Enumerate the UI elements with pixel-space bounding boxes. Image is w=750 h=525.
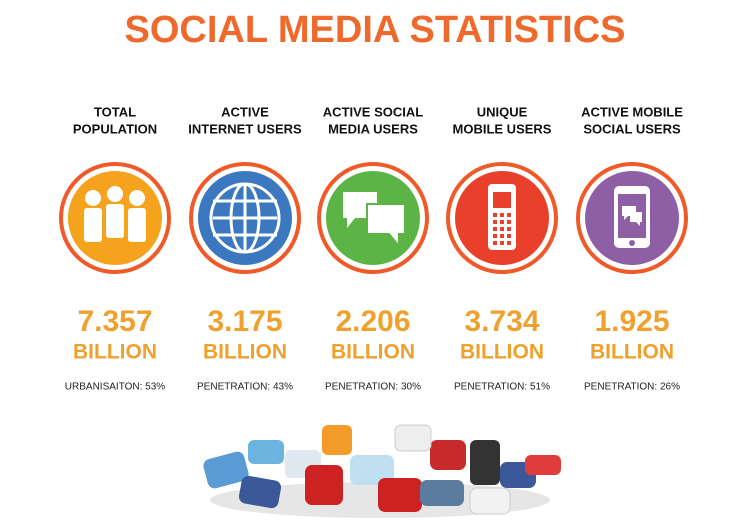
social-icon-pile [203,424,561,518]
icon-part [500,227,504,231]
icon-part [507,213,511,217]
stat-label: UNIQUE [477,104,528,119]
icon-part [500,234,504,238]
icon-part [343,192,377,228]
icon-part [507,234,511,238]
stat-icon [614,186,650,248]
stat-label: ACTIVE MOBILE [581,104,683,119]
icon-part [493,227,497,231]
stat-label: INTERNET USERS [188,121,302,136]
stat-value: 7.357 [77,305,152,338]
stat-unit: BILLION [331,341,415,364]
stat-value: 1.925 [594,305,669,338]
stat-note: PENETRATION: 30% [325,382,421,393]
stat-value: 2.206 [335,305,410,338]
icon-part [107,186,123,202]
stat-label: MEDIA USERS [328,121,418,136]
icon-part [629,240,635,246]
stat-unit: BILLION [73,341,157,364]
icon-part [500,220,504,224]
stat-unit: BILLION [460,341,544,364]
icon-part [493,220,497,224]
title: SOCIAL MEDIA STATISTICS [124,9,625,51]
icon-part [500,241,504,245]
stat-icon [343,192,406,249]
icon-part [85,190,101,206]
icon-part [507,241,511,245]
icon-part [84,208,102,242]
stat-label: MOBILE USERS [453,121,552,136]
stat-value: 3.175 [207,305,282,338]
stat-label: POPULATION [73,121,157,136]
stat-label: TOTAL [94,104,136,119]
stat-note: PENETRATION: 26% [584,382,680,393]
icon-part [366,203,406,249]
stat-value: 3.734 [464,305,539,338]
stat-unit: BILLION [203,341,287,364]
icon-part [129,190,145,206]
stat-icon [209,182,281,254]
stat-label: ACTIVE [221,104,269,119]
icon-part [622,206,642,226]
icon-part [493,192,511,208]
icon-part [106,204,124,238]
icon-part [128,208,146,242]
stat-note: PENETRATION: 51% [454,382,550,393]
stat-note: PENETRATION: 43% [197,382,293,393]
icon-part [493,234,497,238]
stat-unit: BILLION [590,341,674,364]
stat-icon [488,184,516,250]
icon-part [507,227,511,231]
stat-icon [84,186,146,242]
stat-label: SOCIAL USERS [583,121,681,136]
stat-note: URBANISAITON: 53% [65,382,166,393]
icon-part [493,241,497,245]
icon-part [493,213,497,217]
stat-label: ACTIVE SOCIAL [323,104,423,119]
icon-part [500,213,504,217]
icon-part [507,220,511,224]
